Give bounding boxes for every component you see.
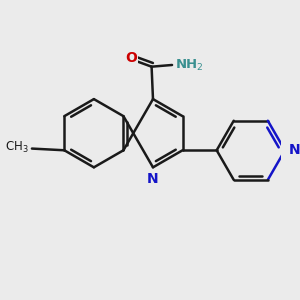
- Text: O: O: [125, 52, 137, 65]
- Text: NH$_2$: NH$_2$: [175, 57, 204, 73]
- Text: N: N: [289, 143, 300, 157]
- Text: CH$_3$: CH$_3$: [5, 140, 29, 155]
- Text: N: N: [147, 172, 159, 186]
